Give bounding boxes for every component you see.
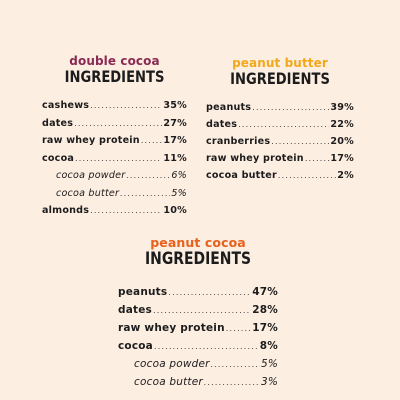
dot-leader [305,154,330,163]
ingredient-row: cashews 35% [42,100,187,118]
ingredient-percent: 17% [252,322,278,334]
flavor-name: peanut butter [232,56,328,70]
dot-leader [226,324,252,333]
dot-leader [126,171,170,180]
dot-leader [90,206,162,215]
dot-leader [271,137,329,146]
ingredient-percent: 39% [330,102,354,113]
ingredient-label: cocoa [118,340,153,352]
ingredient-label: raw whey protein [206,153,304,164]
ingredient-label: cocoa butter [134,376,203,388]
ingredient-percent: 27% [163,117,187,129]
ingredient-percent: 28% [252,304,278,316]
ingredient-percent: 47% [252,286,278,298]
dot-leader [74,119,162,128]
dot-leader [238,120,329,129]
ingredient-label: almonds [42,205,90,216]
ingredient-percent: 17% [163,135,187,146]
flavor-name: peanut cocoa [150,235,246,250]
ingredient-label: cocoa butter [56,187,120,199]
ingredients-heading: INGREDIENTS [64,67,165,86]
ingredient-label: peanuts [206,102,252,113]
ingredient-row: raw whey protein 17% [118,322,278,340]
ingredient-row: cocoa 8% [118,340,278,358]
ingredient-label: dates [206,119,238,130]
ingredient-percent: 11% [163,152,187,164]
ingredients-heading: INGREDIENTS [230,69,330,88]
dot-leader [153,306,251,315]
ingredient-label: dates [118,304,152,316]
dot-leader [252,103,329,112]
dot-leader [168,288,251,297]
ingredient-row: cranberries 20% [206,136,354,153]
sub-ingredient-row: cocoa butter 3% [118,376,278,394]
double-cocoa-ingredients: double cocoa INGREDIENTS cashews 35% dat… [42,54,187,223]
ingredient-row: dates 27% [42,118,187,136]
ingredient-label: cranberries [206,136,271,147]
ingredient-list: peanuts 39% dates 22% cranberries 20% ra… [206,102,354,187]
ingredient-row: raw whey protein 17% [206,153,354,170]
dot-leader [204,378,260,387]
ingredient-label: raw whey protein [42,135,140,146]
ingredient-row: cocoa 11% [42,153,187,171]
ingredient-row: peanuts 47% [118,286,278,304]
ingredient-label: cocoa butter [206,170,277,181]
ingredient-list: cashews 35% dates 27% raw whey protein 1… [42,100,187,223]
ingredient-percent: 5% [260,358,278,370]
ingredient-percent: 22% [330,119,354,130]
dot-leader [120,189,170,198]
dot-leader [90,101,162,110]
sub-ingredient-row: cocoa butter 5% [42,188,187,206]
dot-leader [211,360,260,369]
ingredient-percent: 5% [171,187,187,199]
ingredient-percent: 35% [163,100,187,111]
ingredients-heading: INGREDIENTS [144,249,252,269]
ingredient-label: cocoa [42,152,75,164]
ingredient-percent: 10% [163,205,187,216]
ingredient-label: cashews [42,100,90,111]
ingredient-row: peanuts 39% [206,102,354,119]
dot-leader [141,136,163,145]
ingredient-label: dates [42,117,74,129]
ingredient-row: raw whey protein 17% [42,135,187,153]
ingredient-percent: 20% [330,136,354,147]
ingredient-label: cocoa powder [134,358,210,370]
sub-ingredient-row: cocoa powder 5% [118,358,278,376]
sub-ingredient-row: cocoa powder 6% [42,170,187,188]
ingredient-label: raw whey protein [118,322,225,334]
flavor-name: double cocoa [69,54,160,68]
ingredient-label: peanuts [118,286,168,298]
ingredient-label: cocoa powder [56,170,126,181]
ingredient-percent: 17% [330,153,354,164]
ingredient-row: dates 22% [206,119,354,136]
ingredient-percent: 2% [337,170,354,181]
dot-leader [75,154,162,163]
ingredient-percent: 8% [259,340,278,352]
dot-leader [278,171,336,180]
ingredient-row: cocoa butter 2% [206,170,354,187]
ingredient-list: peanuts 47% dates 28% raw whey protein 1… [118,286,278,394]
ingredient-percent: 3% [260,376,278,388]
peanut-cocoa-ingredients: peanut cocoa INGREDIENTS peanuts 47% dat… [118,236,278,394]
dot-leader [154,342,259,351]
ingredient-row: almonds 10% [42,205,187,223]
peanut-butter-ingredients: peanut butter INGREDIENTS peanuts 39% da… [206,56,354,187]
ingredient-percent: 6% [171,170,187,181]
ingredient-row: dates 28% [118,304,278,322]
